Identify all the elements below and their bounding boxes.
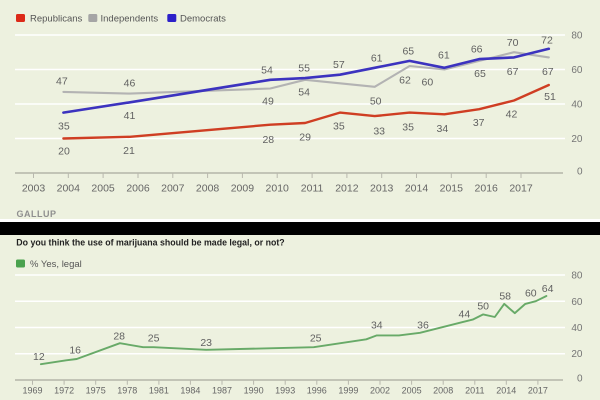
svg-text:50: 50 [477,301,489,313]
svg-text:% Yes, legal: % Yes, legal [30,259,82,270]
svg-text:Republicans: Republicans [30,13,83,24]
svg-text:12: 12 [33,351,45,363]
svg-text:55: 55 [298,63,310,75]
svg-text:66: 66 [471,44,483,56]
svg-text:58: 58 [499,291,511,303]
svg-text:49: 49 [262,96,274,108]
svg-text:2009: 2009 [231,183,255,195]
svg-text:65: 65 [402,45,414,57]
svg-text:2002: 2002 [370,386,390,396]
svg-text:21: 21 [123,145,135,157]
svg-text:61: 61 [438,50,450,62]
svg-text:34: 34 [437,123,449,135]
svg-text:2011: 2011 [301,183,324,195]
svg-text:67: 67 [507,66,519,78]
svg-text:2011: 2011 [465,386,484,396]
svg-text:20: 20 [571,134,583,145]
svg-text:1975: 1975 [86,386,106,396]
svg-text:1969: 1969 [22,386,42,396]
svg-text:51: 51 [544,91,556,103]
svg-text:46: 46 [124,78,136,90]
svg-text:80: 80 [571,31,583,42]
svg-text:35: 35 [58,120,70,132]
svg-text:2005: 2005 [91,183,115,195]
svg-text:44: 44 [459,308,471,320]
svg-text:2006: 2006 [126,183,150,195]
svg-text:1987: 1987 [212,386,232,396]
svg-text:50: 50 [370,96,382,108]
svg-text:40: 40 [571,100,583,111]
svg-text:35: 35 [402,122,414,134]
svg-text:28: 28 [262,134,274,146]
svg-text:0: 0 [577,167,583,178]
svg-text:1990: 1990 [244,386,264,396]
svg-text:29: 29 [299,131,311,143]
svg-text:2010: 2010 [266,183,290,195]
svg-text:1972: 1972 [54,386,74,396]
svg-text:1978: 1978 [117,386,137,396]
svg-text:41: 41 [124,110,136,122]
svg-text:Independents: Independents [101,13,159,24]
svg-text:2014: 2014 [496,386,516,396]
svg-text:60: 60 [422,76,434,88]
svg-text:80: 80 [571,271,583,282]
svg-text:1999: 1999 [338,386,358,396]
svg-text:54: 54 [298,87,310,99]
svg-text:16: 16 [69,345,81,357]
svg-text:60: 60 [571,65,583,76]
svg-text:65: 65 [474,68,486,80]
svg-text:61: 61 [371,53,383,65]
svg-text:34: 34 [371,320,383,332]
svg-text:20: 20 [58,146,70,158]
svg-text:2012: 2012 [335,183,359,195]
svg-text:2014: 2014 [405,183,429,195]
svg-text:33: 33 [373,125,385,137]
svg-text:1996: 1996 [307,386,327,396]
svg-text:1993: 1993 [275,386,295,396]
svg-text:2008: 2008 [433,386,453,396]
svg-text:40: 40 [571,323,583,334]
svg-text:25: 25 [148,333,160,345]
svg-text:36: 36 [417,319,429,331]
svg-text:25: 25 [310,333,322,345]
svg-text:20: 20 [571,349,583,360]
svg-text:62: 62 [399,75,411,87]
svg-text:2003: 2003 [22,183,46,195]
svg-text:47: 47 [56,76,68,88]
svg-text:70: 70 [507,37,519,49]
svg-text:28: 28 [113,331,125,343]
svg-text:Do you think the use of mariju: Do you think the use of marijuana should… [16,238,284,248]
svg-text:2013: 2013 [370,183,394,195]
svg-text:2017: 2017 [528,386,548,396]
svg-text:72: 72 [541,35,553,47]
svg-text:2015: 2015 [440,183,464,195]
svg-text:2004: 2004 [57,183,81,195]
svg-text:42: 42 [506,109,518,121]
svg-text:2017: 2017 [509,183,533,195]
svg-text:2007: 2007 [161,183,185,195]
svg-text:54: 54 [261,65,273,77]
svg-text:23: 23 [200,337,212,349]
svg-text:64: 64 [542,283,554,295]
svg-text:2016: 2016 [475,183,499,195]
svg-text:Democrats: Democrats [180,13,226,24]
svg-text:37: 37 [473,117,485,129]
svg-text:57: 57 [333,59,345,71]
svg-text:1981: 1981 [149,386,169,396]
svg-text:2008: 2008 [196,183,220,195]
svg-text:60: 60 [571,297,583,308]
svg-text:0: 0 [577,374,583,385]
svg-text:67: 67 [542,66,554,78]
svg-text:GALLUP: GALLUP [17,209,57,219]
svg-text:60: 60 [525,288,537,300]
svg-text:35: 35 [333,121,345,133]
svg-text:1984: 1984 [180,386,200,396]
svg-text:2005: 2005 [402,386,422,396]
